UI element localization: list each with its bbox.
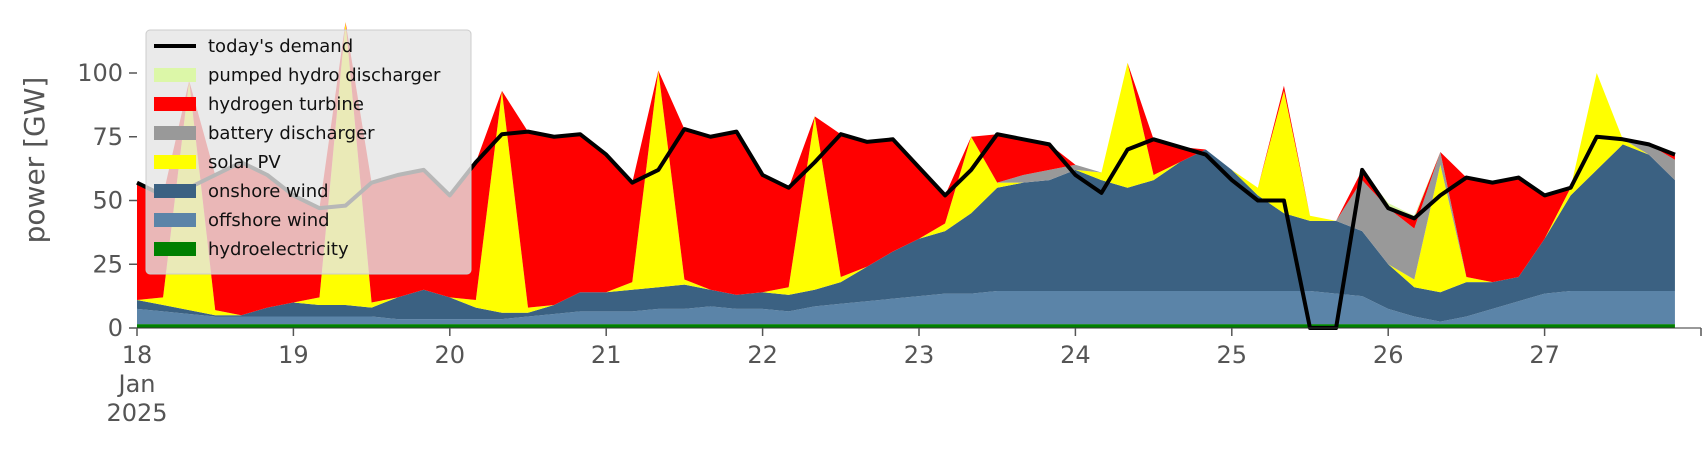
legend-box	[145, 29, 472, 275]
y-tick-label: 100	[77, 59, 123, 87]
area	[137, 324, 1675, 328]
legend-label: pumped hydro discharger	[208, 65, 441, 86]
y-tick-label: 0	[108, 314, 123, 342]
legend-label: today's demand	[208, 36, 353, 57]
x-tick-label: 25	[1217, 341, 1248, 369]
x-tick-label: 22	[747, 341, 778, 369]
y-tick-label: 25	[92, 250, 123, 278]
x-tick-label: 19	[278, 341, 309, 369]
legend-label: solar PV	[208, 152, 281, 173]
legend-swatch	[154, 242, 196, 256]
area	[137, 144, 1675, 322]
legend-label: hydroelectricity	[208, 239, 349, 260]
legend-label: offshore wind	[208, 210, 330, 231]
x-tick-label: 26	[1373, 341, 1404, 369]
legend-label: battery discharger	[208, 123, 375, 144]
x-tick-label: 27	[1529, 341, 1560, 369]
x-tick-label: 20	[435, 341, 466, 369]
y-tick-label: 75	[92, 123, 123, 151]
area	[137, 291, 1675, 325]
legend-swatch	[154, 97, 196, 111]
legend-swatch	[154, 126, 196, 140]
x-tick-label: 18 Jan 2025	[106, 341, 167, 427]
legend-label: hydrogen turbine	[208, 94, 364, 115]
legend-swatch	[154, 68, 196, 82]
x-tick-label: 21	[591, 341, 622, 369]
x-tick-label: 23	[904, 341, 935, 369]
area	[137, 22, 1675, 316]
legend-swatch	[154, 213, 196, 227]
x-tick-label: 24	[1060, 341, 1091, 369]
legend-swatch	[154, 184, 196, 198]
y-tick-label: 50	[92, 187, 123, 215]
y-axis-label: power [GW]	[18, 77, 51, 244]
legend-swatch	[154, 155, 196, 169]
legend: today's demand pumped hydro discharger hyd…	[145, 29, 472, 275]
legend-label: onshore wind	[208, 181, 329, 202]
